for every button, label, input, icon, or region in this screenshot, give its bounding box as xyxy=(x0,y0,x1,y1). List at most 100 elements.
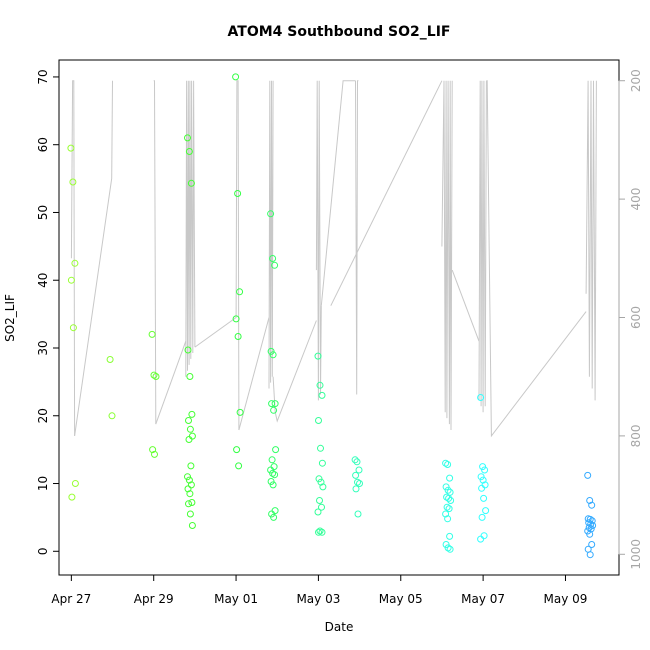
data-point xyxy=(107,357,113,363)
data-point xyxy=(587,552,593,558)
y-tick-label: 0 xyxy=(36,547,50,555)
data-point xyxy=(317,498,323,504)
data-point xyxy=(72,260,78,266)
altitude-profile-14 xyxy=(452,270,479,341)
data-point xyxy=(70,179,76,185)
data-point xyxy=(237,289,243,295)
data-point xyxy=(234,447,240,453)
data-point xyxy=(272,472,278,478)
data-point xyxy=(481,495,487,501)
data-point xyxy=(446,506,452,512)
altitude-profile-5 xyxy=(195,81,239,430)
data-point xyxy=(356,467,362,473)
data-point xyxy=(315,509,321,515)
data-point xyxy=(445,462,451,468)
data-point xyxy=(319,460,325,466)
data-point xyxy=(109,413,115,419)
x-axis: Apr 27 Apr 29 May 01 May 03 May 05 May 07 May … xyxy=(51,575,587,606)
data-point xyxy=(353,486,359,492)
plot-frame xyxy=(59,60,619,575)
altitude-profile-16 xyxy=(486,81,586,436)
altitude-profile-7 xyxy=(269,81,273,389)
altitude-profile-13 xyxy=(442,81,452,430)
x-tick-label: May 09 xyxy=(544,592,588,606)
y2-tick-label: 1000 xyxy=(629,539,643,570)
data-point xyxy=(479,485,485,491)
altitude-profile-lines xyxy=(71,81,596,436)
altitude-profile-0 xyxy=(71,81,74,436)
chart-title: ATOM4 Southbound SO2_LIF xyxy=(228,24,451,40)
data-point xyxy=(68,145,74,151)
data-point xyxy=(447,475,453,481)
data-point xyxy=(447,533,453,539)
y-axis: 0 10 20 30 40 50 60 70 xyxy=(36,69,59,555)
y-axis-label: SO2_LIF xyxy=(3,294,17,342)
data-point xyxy=(189,523,195,529)
y-tick-label: 30 xyxy=(36,340,50,355)
altitude-profile-17 xyxy=(586,81,596,401)
y-tick-label: 60 xyxy=(36,137,50,152)
data-point xyxy=(271,407,277,413)
altitude-profile-3 xyxy=(156,341,186,424)
x-tick-label: May 01 xyxy=(214,592,258,606)
y-tick-label: 50 xyxy=(36,205,50,220)
y-tick-label: 40 xyxy=(36,273,50,288)
x-tick-label: May 03 xyxy=(296,592,340,606)
data-point xyxy=(188,463,194,469)
altitude-profile-12 xyxy=(331,81,442,306)
data-point xyxy=(316,418,322,424)
data-points xyxy=(68,74,596,558)
data-point xyxy=(235,191,241,197)
altitude-profile-4 xyxy=(186,81,195,377)
altitude-profile-11 xyxy=(356,81,359,395)
data-point xyxy=(269,457,275,463)
data-point xyxy=(273,447,279,453)
altitude-profile-8 xyxy=(273,321,316,422)
data-point xyxy=(189,411,195,417)
y-tick-label: 10 xyxy=(36,476,50,491)
data-point xyxy=(186,437,192,443)
altitude-profile-15 xyxy=(479,81,486,413)
data-point xyxy=(70,325,76,331)
data-point xyxy=(186,418,192,424)
data-point xyxy=(187,426,193,432)
data-point xyxy=(271,464,277,470)
data-point xyxy=(353,472,359,478)
y-tick-label: 70 xyxy=(36,69,50,84)
data-point xyxy=(481,533,487,539)
data-point xyxy=(72,481,78,487)
data-point xyxy=(355,511,361,517)
so2-lif-chart: ATOM4 Southbound SO2_LIF Apr 27 Apr 29 May… xyxy=(0,0,650,650)
y2-tick-label: 800 xyxy=(629,424,643,447)
data-point xyxy=(319,392,325,398)
secondary-y-axis: 200 400 600 800 1000 xyxy=(619,69,643,569)
data-point xyxy=(444,504,450,510)
data-point xyxy=(479,514,485,520)
y2-tick-label: 600 xyxy=(629,306,643,329)
data-point xyxy=(318,445,324,451)
x-tick-label: May 07 xyxy=(461,592,505,606)
x-axis-label: Date xyxy=(325,620,354,634)
data-point xyxy=(233,74,239,80)
data-point xyxy=(236,463,242,469)
x-tick-label: May 05 xyxy=(379,592,423,606)
data-point xyxy=(187,374,193,380)
data-point xyxy=(149,331,155,337)
data-point xyxy=(69,494,75,500)
y-tick-label: 20 xyxy=(36,408,50,423)
altitude-profile-10 xyxy=(321,81,355,306)
x-tick-label: Apr 29 xyxy=(134,592,174,606)
data-point xyxy=(187,511,193,517)
data-point xyxy=(585,472,591,478)
data-point xyxy=(483,508,489,514)
data-point xyxy=(68,277,74,283)
y2-tick-label: 200 xyxy=(629,69,643,92)
data-point xyxy=(272,508,278,514)
data-point xyxy=(189,433,195,439)
altitude-profile-9 xyxy=(316,81,321,401)
data-point xyxy=(478,536,484,542)
data-point xyxy=(237,409,243,415)
data-point xyxy=(447,546,453,552)
y2-tick-label: 400 xyxy=(629,188,643,211)
altitude-profile-1 xyxy=(75,81,113,436)
